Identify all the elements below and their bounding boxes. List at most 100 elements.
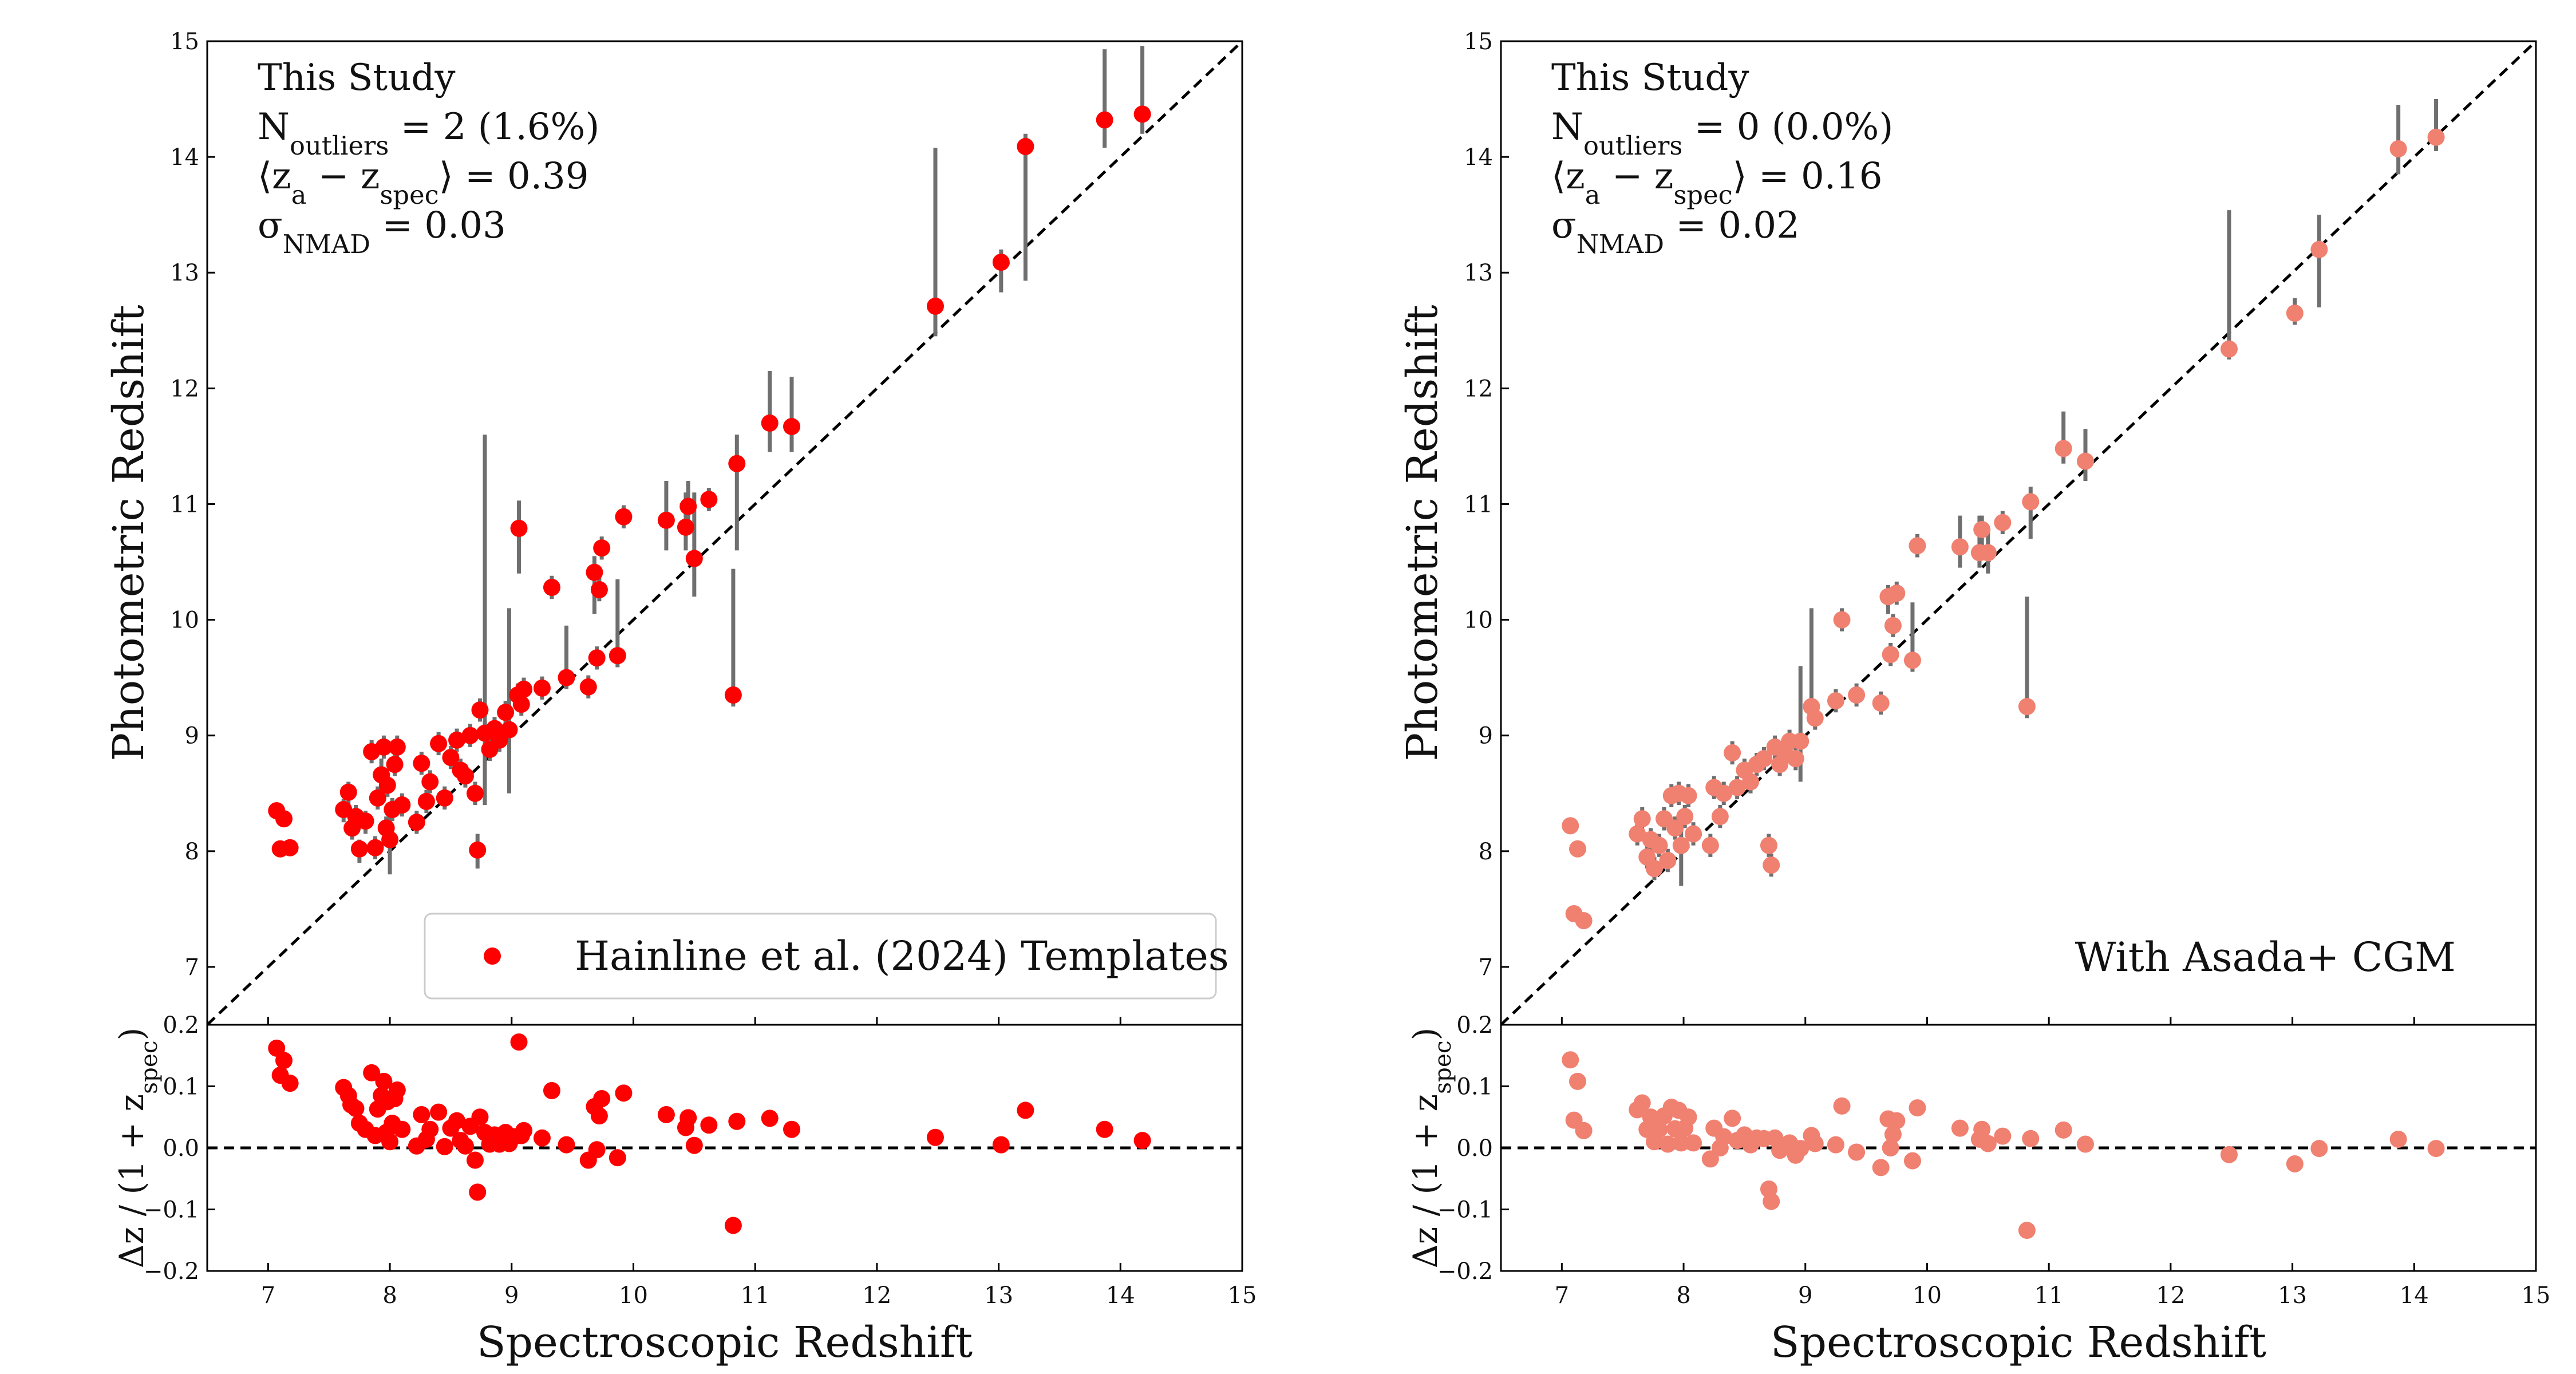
- data-point: [1672, 836, 1690, 854]
- y-axis-label: Photometric Redshift: [1398, 305, 1447, 761]
- data-point: [456, 767, 474, 785]
- residual-point: [393, 1120, 411, 1138]
- data-point: [339, 783, 357, 801]
- residual-point: [2055, 1121, 2072, 1139]
- y-tick-label: 15: [1464, 29, 1493, 55]
- data-point: [381, 831, 399, 848]
- data-point: [1888, 585, 1906, 602]
- residual-tick-label: −0.1: [1437, 1197, 1493, 1223]
- data-point: [2022, 493, 2040, 511]
- data-point: [1728, 779, 1746, 796]
- residual-tick-label: 0.2: [1456, 1012, 1493, 1039]
- residual-point: [1833, 1097, 1851, 1115]
- residual-point: [388, 1081, 406, 1099]
- data-point: [1792, 732, 1809, 750]
- data-point: [466, 784, 484, 802]
- residual-tick-label: 0.0: [163, 1135, 199, 1162]
- residual-point: [471, 1108, 489, 1126]
- one-to-one-line: [206, 40, 1243, 1026]
- residual-point: [1884, 1126, 1902, 1143]
- y-tick-label: 12: [170, 376, 199, 402]
- data-point: [378, 776, 396, 794]
- residual-tick-label: −0.2: [1437, 1258, 1493, 1285]
- x-tick-label: 14: [1106, 1282, 1135, 1309]
- data-point: [543, 578, 560, 596]
- data-point: [1017, 137, 1034, 155]
- x-tick-label: 7: [1555, 1282, 1569, 1309]
- y-tick-label: 11: [170, 491, 199, 518]
- residual-point: [992, 1136, 1010, 1154]
- panel-label: With Asada+ CGM: [2075, 934, 2456, 981]
- data-point: [2286, 304, 2304, 322]
- residual-point: [421, 1120, 439, 1138]
- data-point: [1872, 694, 1890, 712]
- data-point: [1685, 825, 1702, 843]
- data-point: [497, 704, 515, 721]
- residual-point: [2022, 1130, 2040, 1147]
- stats-annotation: ⟨za − zspec⟩ = 0.39: [258, 155, 588, 210]
- data-point: [609, 647, 626, 665]
- data-point: [926, 297, 944, 315]
- y-tick-label: 9: [185, 723, 199, 749]
- data-point: [1659, 851, 1677, 869]
- residual-point: [685, 1136, 703, 1154]
- data-point: [388, 738, 406, 756]
- residual-point: [275, 1052, 293, 1069]
- data-point: [448, 731, 466, 749]
- residual-point: [347, 1100, 365, 1118]
- stats-annotation: ⟨za − zspec⟩ = 0.16: [1551, 155, 1882, 210]
- data-point: [1909, 537, 1926, 555]
- data-point: [724, 686, 742, 704]
- data-point: [992, 254, 1010, 271]
- data-point: [1760, 836, 1777, 854]
- data-point: [1848, 686, 1866, 704]
- data-point: [421, 773, 439, 791]
- data-point: [408, 814, 425, 831]
- data-point: [2018, 698, 2036, 716]
- data-point: [615, 508, 633, 526]
- residual-tick-label: −0.2: [144, 1258, 199, 1285]
- residual-point: [1569, 1072, 1587, 1090]
- residual-point: [1806, 1135, 1824, 1152]
- stats-annotation: This Study: [1551, 57, 1749, 99]
- y-tick-label: 10: [1464, 607, 1493, 634]
- x-axis-label: Spectroscopic Redshift: [477, 1318, 973, 1367]
- residual-point: [510, 1033, 528, 1051]
- residual-point: [558, 1136, 575, 1154]
- residual-point: [1633, 1094, 1651, 1112]
- data-point: [533, 679, 551, 697]
- data-point: [442, 749, 460, 767]
- y-tick-label: 7: [185, 954, 199, 981]
- residual-point: [2310, 1140, 2328, 1158]
- residual-point: [724, 1217, 742, 1234]
- residual-point: [1133, 1132, 1151, 1150]
- residual-point: [1642, 1108, 1660, 1126]
- residual-point: [615, 1084, 633, 1102]
- residual-point: [1973, 1120, 1991, 1138]
- data-point: [436, 789, 453, 807]
- data-point: [281, 839, 299, 856]
- stats-annotation: Noutliers = 0 (0.0%): [1551, 106, 1893, 161]
- y-tick-label: 14: [1464, 144, 1493, 171]
- residual-point: [430, 1103, 448, 1121]
- data-point: [1742, 773, 1760, 791]
- y-tick-label: 7: [1479, 954, 1493, 981]
- data-point: [350, 840, 368, 858]
- y-tick-label: 10: [170, 607, 199, 634]
- residual-point: [1575, 1122, 1593, 1139]
- residual-point: [1724, 1110, 1741, 1127]
- data-point: [1827, 692, 1844, 710]
- residual-point: [413, 1105, 430, 1123]
- residual-point: [593, 1090, 611, 1107]
- data-point: [728, 455, 746, 472]
- residual-point: [281, 1075, 299, 1092]
- data-point: [590, 581, 608, 599]
- x-axis-label: Spectroscopic Redshift: [1771, 1318, 2267, 1367]
- residual-tick-label: 0.1: [163, 1074, 199, 1100]
- residual-point: [1672, 1134, 1690, 1152]
- data-point: [500, 721, 518, 739]
- data-point: [1646, 860, 1664, 878]
- stats-annotation: Noutliers = 2 (1.6%): [258, 106, 599, 161]
- stats-annotation: This Study: [258, 57, 455, 99]
- residual-point: [728, 1112, 746, 1130]
